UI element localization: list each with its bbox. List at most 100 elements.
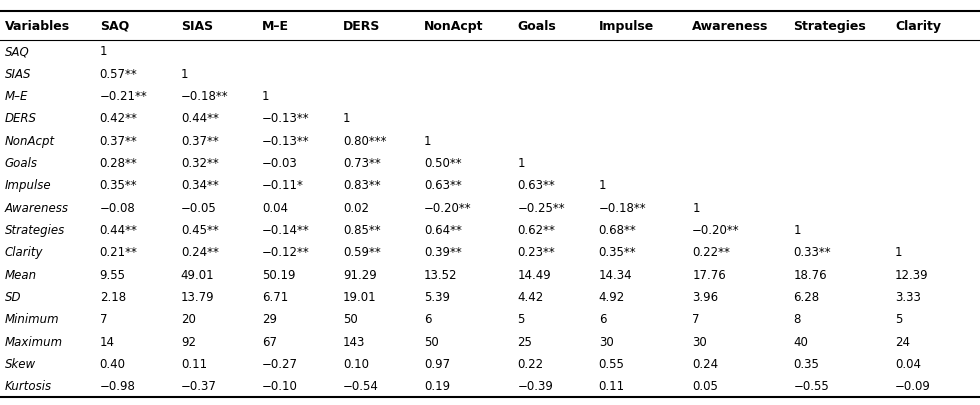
Text: 0.59**: 0.59** (343, 246, 380, 259)
Text: 0.23**: 0.23** (517, 246, 556, 259)
Text: 0.11: 0.11 (599, 379, 625, 392)
Text: 50.19: 50.19 (262, 268, 295, 281)
Text: 0.24**: 0.24** (180, 246, 219, 259)
Text: 0.28**: 0.28** (100, 157, 137, 170)
Text: 0.44**: 0.44** (100, 224, 137, 237)
Text: Impulse: Impulse (5, 179, 52, 192)
Text: DERS: DERS (5, 112, 37, 125)
Text: 7: 7 (100, 313, 107, 326)
Text: 1: 1 (100, 45, 107, 58)
Text: Skew: Skew (5, 357, 36, 370)
Text: SAQ: SAQ (5, 45, 29, 58)
Text: 0.80***: 0.80*** (343, 134, 386, 147)
Text: 14: 14 (100, 335, 115, 348)
Text: M–E: M–E (5, 90, 28, 103)
Text: −0.03: −0.03 (262, 157, 298, 170)
Text: −0.18**: −0.18** (180, 90, 228, 103)
Text: NonAcpt: NonAcpt (424, 20, 483, 33)
Text: 8: 8 (794, 313, 801, 326)
Text: 0.22**: 0.22** (692, 246, 730, 259)
Text: 25: 25 (517, 335, 532, 348)
Text: Clarity: Clarity (895, 20, 941, 33)
Text: 2.18: 2.18 (100, 290, 125, 303)
Text: 1: 1 (895, 246, 903, 259)
Text: −0.18**: −0.18** (599, 201, 646, 214)
Text: 0.35**: 0.35** (599, 246, 636, 259)
Text: 13.79: 13.79 (180, 290, 215, 303)
Text: 17.76: 17.76 (692, 268, 726, 281)
Text: 13.52: 13.52 (424, 268, 458, 281)
Text: 143: 143 (343, 335, 366, 348)
Text: −0.11*: −0.11* (262, 179, 304, 192)
Text: 0.05: 0.05 (692, 379, 718, 392)
Text: 0.42**: 0.42** (100, 112, 137, 125)
Text: Variables: Variables (5, 20, 70, 33)
Text: Awareness: Awareness (692, 20, 768, 33)
Text: 0.39**: 0.39** (424, 246, 462, 259)
Text: 30: 30 (599, 335, 613, 348)
Text: 1: 1 (180, 68, 188, 81)
Text: 0.55: 0.55 (599, 357, 624, 370)
Text: −0.14**: −0.14** (262, 224, 310, 237)
Text: Awareness: Awareness (5, 201, 69, 214)
Text: −0.25**: −0.25** (517, 201, 565, 214)
Text: 30: 30 (692, 335, 707, 348)
Text: 67: 67 (262, 335, 277, 348)
Text: 0.64**: 0.64** (424, 224, 462, 237)
Text: 92: 92 (180, 335, 196, 348)
Text: −0.13**: −0.13** (262, 112, 310, 125)
Text: −0.05: −0.05 (180, 201, 217, 214)
Text: 6: 6 (424, 313, 431, 326)
Text: 0.04: 0.04 (895, 357, 921, 370)
Text: 0.19: 0.19 (424, 379, 450, 392)
Text: −0.37: −0.37 (180, 379, 217, 392)
Text: 0.40: 0.40 (100, 357, 125, 370)
Text: −0.54: −0.54 (343, 379, 379, 392)
Text: Goals: Goals (517, 20, 557, 33)
Text: 0.68**: 0.68** (599, 224, 636, 237)
Text: 0.63**: 0.63** (517, 179, 556, 192)
Text: Minimum: Minimum (5, 313, 60, 326)
Text: 0.57**: 0.57** (100, 68, 137, 81)
Text: −0.39: −0.39 (517, 379, 554, 392)
Text: 0.62**: 0.62** (517, 224, 556, 237)
Text: SIAS: SIAS (5, 68, 31, 81)
Text: 0.21**: 0.21** (100, 246, 137, 259)
Text: 0.37**: 0.37** (100, 134, 137, 147)
Text: 1: 1 (599, 179, 607, 192)
Text: 40: 40 (794, 335, 808, 348)
Text: 1: 1 (424, 134, 431, 147)
Text: 0.34**: 0.34** (180, 179, 219, 192)
Text: 19.01: 19.01 (343, 290, 376, 303)
Text: 29: 29 (262, 313, 277, 326)
Text: 7: 7 (692, 313, 700, 326)
Text: 5.39: 5.39 (424, 290, 450, 303)
Text: 0.04: 0.04 (262, 201, 288, 214)
Text: 1: 1 (794, 224, 801, 237)
Text: Mean: Mean (5, 268, 37, 281)
Text: −0.21**: −0.21** (100, 90, 147, 103)
Text: 3.33: 3.33 (895, 290, 921, 303)
Text: 0.22: 0.22 (517, 357, 544, 370)
Text: 0.02: 0.02 (343, 201, 369, 214)
Text: 0.85**: 0.85** (343, 224, 380, 237)
Text: Strategies: Strategies (794, 20, 866, 33)
Text: −0.09: −0.09 (895, 379, 931, 392)
Text: 3.96: 3.96 (692, 290, 718, 303)
Text: DERS: DERS (343, 20, 380, 33)
Text: 6: 6 (599, 313, 607, 326)
Text: 0.73**: 0.73** (343, 157, 380, 170)
Text: 12.39: 12.39 (895, 268, 929, 281)
Text: 4.42: 4.42 (517, 290, 544, 303)
Text: 24: 24 (895, 335, 910, 348)
Text: 1: 1 (343, 112, 351, 125)
Text: 1: 1 (517, 157, 525, 170)
Text: 6.71: 6.71 (262, 290, 288, 303)
Text: 0.32**: 0.32** (180, 157, 219, 170)
Text: −0.08: −0.08 (100, 201, 135, 214)
Text: −0.12**: −0.12** (262, 246, 310, 259)
Text: 9.55: 9.55 (100, 268, 125, 281)
Text: 50: 50 (343, 313, 358, 326)
Text: −0.13**: −0.13** (262, 134, 310, 147)
Text: 0.83**: 0.83** (343, 179, 380, 192)
